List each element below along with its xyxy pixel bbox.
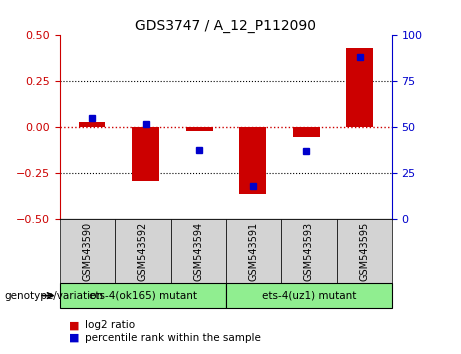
Text: GSM543591: GSM543591 [248, 222, 259, 281]
Text: GSM543594: GSM543594 [193, 222, 203, 281]
Text: ■: ■ [69, 320, 80, 330]
Text: genotype/variation: genotype/variation [5, 291, 104, 301]
Text: percentile rank within the sample: percentile rank within the sample [85, 333, 261, 343]
Text: GSM543592: GSM543592 [138, 222, 148, 281]
Text: GSM543590: GSM543590 [83, 222, 93, 281]
Text: ■: ■ [69, 333, 80, 343]
Bar [186, 127, 213, 131]
Bar [239, 127, 266, 194]
Bar [79, 122, 106, 127]
Bar [132, 127, 159, 181]
Text: ets-4(uz1) mutant: ets-4(uz1) mutant [262, 291, 356, 301]
Text: GSM543595: GSM543595 [359, 222, 369, 281]
Text: log2 ratio: log2 ratio [85, 320, 136, 330]
Title: GDS3747 / A_12_P112090: GDS3747 / A_12_P112090 [136, 19, 316, 33]
Text: ets-4(ok165) mutant: ets-4(ok165) mutant [89, 291, 197, 301]
Bar [293, 127, 319, 137]
Bar [346, 48, 373, 127]
Text: GSM543593: GSM543593 [304, 222, 314, 281]
